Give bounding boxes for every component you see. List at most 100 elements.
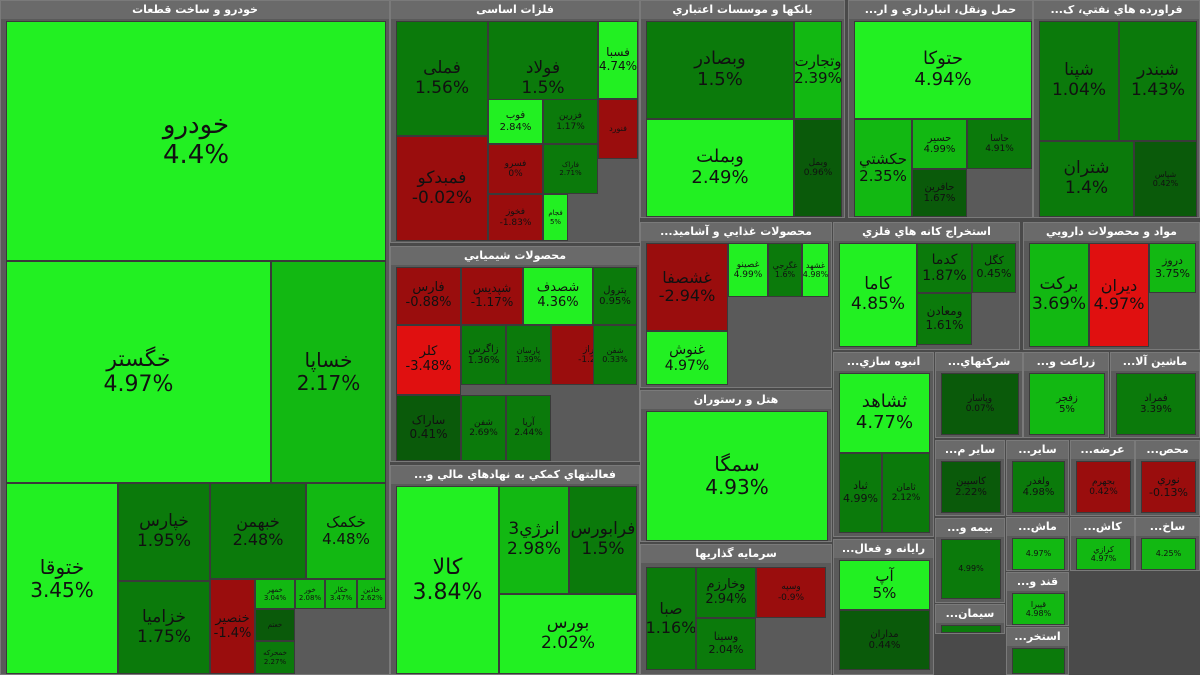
stock-tile[interactable]: فسبا 4.74% xyxy=(598,21,638,99)
sector-12[interactable]: انبوه سازي... ثشاهد 4.77% ثباد 4.99% ثامان 2.1… xyxy=(833,352,934,537)
stock-tile[interactable]: خزامیا 1.75% xyxy=(118,581,210,674)
stock-tile[interactable]: وبمل 0.96% xyxy=(794,119,842,217)
stock-tile[interactable]: خودرو 4.4% xyxy=(6,21,386,261)
sector-19[interactable]: عرضه... بجهرم 0.42% xyxy=(1070,440,1135,516)
sector-11[interactable]: مواد و محصولات دارويي برکت 3.69% ديران 4.97%… xyxy=(1023,222,1200,350)
stock-tile[interactable]: ثشاهد 4.77% xyxy=(839,373,930,453)
stock-tile[interactable]: ديران 4.97% xyxy=(1089,243,1149,347)
stock-tile[interactable]: کالا 3.84% xyxy=(396,486,499,674)
stock-tile[interactable]: 4.25% xyxy=(1141,538,1196,570)
stock-tile[interactable]: فزرین 1.17% xyxy=(543,99,598,144)
sector-18[interactable]: ساير... ولغدر 4.98% xyxy=(1006,440,1069,516)
stock-tile[interactable]: فوب 2.84% xyxy=(488,99,543,144)
stock-tile[interactable]: کلر -3.48% xyxy=(396,325,461,395)
sector-14[interactable]: شرکتهاي... وپاسار 0.07% xyxy=(935,352,1023,438)
sector-16[interactable]: ماشين آلا... فمراد 3.39% xyxy=(1110,352,1200,438)
stock-tile[interactable]: کگل 0.45% xyxy=(972,243,1016,293)
stock-tile[interactable]: فخوز -1.83% xyxy=(488,194,543,241)
stock-tile[interactable]: پترول 0.95% xyxy=(593,267,637,325)
stock-tile[interactable]: وسپه -0.9% xyxy=(756,567,826,618)
stock-tile[interactable]: وپاسار 0.07% xyxy=(941,373,1019,435)
stock-tile[interactable]: برکت 3.69% xyxy=(1029,243,1089,347)
stock-tile[interactable]: ختوقا 3.45% xyxy=(6,483,118,674)
stock-tile[interactable]: وبصادر 1.5% xyxy=(646,21,794,119)
sector-15[interactable]: زراعت و... زفجر 5% xyxy=(1023,352,1109,438)
stock-tile[interactable]: غگرجي 1.6% xyxy=(768,243,802,297)
stock-tile[interactable]: انرژي3 2.98% xyxy=(499,486,569,594)
sector-6[interactable]: فعالیتهاي کمکي به نهادهاي مالي و... کالا 3… xyxy=(390,465,640,675)
stock-tile[interactable]: فمبدکو -0.02% xyxy=(396,136,488,241)
stock-tile[interactable]: بورس 2.02% xyxy=(499,594,637,674)
stock-tile[interactable]: حافرين 1.67% xyxy=(912,169,967,217)
stock-tile[interactable]: وتجارت 2.39% xyxy=(794,21,842,119)
sector-23[interactable]: ساخ... 4.25% xyxy=(1135,517,1200,571)
sector-13[interactable]: رايانه و فعال... آپ 5% مداران 0.44% xyxy=(833,539,934,675)
stock-tile[interactable]: کرازي 4.97% xyxy=(1076,538,1131,570)
stock-tile[interactable]: شپاس 0.42% xyxy=(1134,141,1197,217)
sector-25[interactable]: قند و... قپيرا 4.98% xyxy=(1006,572,1069,626)
stock-tile[interactable]: غنوش 4.97% xyxy=(646,331,728,385)
sector-20[interactable]: محص... نوري -0.13% xyxy=(1135,440,1200,516)
stock-tile[interactable]: فسرو 0% xyxy=(488,144,543,194)
stock-tile[interactable]: خاذین 2.62% xyxy=(357,579,386,609)
sector-24[interactable]: بيمه و... 4.99% xyxy=(935,518,1005,603)
stock-tile[interactable]: خکمک 4.48% xyxy=(306,483,386,579)
stock-tile[interactable]: قپيرا 4.98% xyxy=(1012,593,1065,625)
stock-tile[interactable]: فرابورس 1.5% xyxy=(569,486,637,594)
stock-tile[interactable]: شبندر 1.43% xyxy=(1119,21,1197,141)
stock-tile[interactable]: زاگرس 1.36% xyxy=(461,325,506,385)
stock-tile[interactable]: وسينا 2.04% xyxy=(696,618,756,670)
sector-10[interactable]: استخراج کانه هاي فلزي کاما 4.85% کدما 1.87% ک… xyxy=(833,222,1020,350)
stock-tile[interactable]: خمحرکه 2.27% xyxy=(255,641,295,674)
stock-tile[interactable]: شپديس -1.17% xyxy=(461,267,523,325)
stock-tile[interactable]: نوري -0.13% xyxy=(1141,461,1196,513)
stock-tile[interactable]: سمگا 4.93% xyxy=(646,411,828,541)
stock-tile[interactable]: آریا 2.44% xyxy=(506,395,551,461)
sector-1[interactable]: فلزات اساسی فملی 1.56% فولاد 1.5% فسبا 4.74% فو… xyxy=(390,0,640,243)
sector-9[interactable]: سرمایه گذاریها صبا 1.16% وخارزم 2.94% وسپه -0.… xyxy=(640,544,832,675)
sector-26[interactable]: سیمان... xyxy=(935,604,1005,634)
stock-tile[interactable] xyxy=(941,625,1001,633)
stock-tile[interactable]: صبا 1.16% xyxy=(646,567,696,670)
stock-tile[interactable]: کاسپين 2.22% xyxy=(941,461,1001,513)
stock-tile[interactable]: 4.97% xyxy=(1012,538,1065,570)
stock-tile[interactable]: ساراک 0.41% xyxy=(396,395,461,461)
stock-tile[interactable]: شفن 2.69% xyxy=(461,395,506,461)
stock-tile[interactable]: فمراد 3.39% xyxy=(1116,373,1196,435)
sector-5[interactable]: محصولات شیمیایي فارس -0.88% شپديس -1.17% شصدف… xyxy=(390,246,640,462)
stock-tile[interactable]: حسير 4.99% xyxy=(912,119,967,169)
stock-tile[interactable]: 4.99% xyxy=(941,539,1001,599)
sector-27[interactable]: استخر... xyxy=(1006,627,1069,675)
stock-tile[interactable]: خساپا 2.17% xyxy=(271,261,386,483)
stock-tile[interactable]: غصينو 4.99% xyxy=(728,243,768,297)
stock-tile[interactable]: ومعادن 1.61% xyxy=(917,293,972,345)
stock-tile[interactable]: ولغدر 4.98% xyxy=(1012,461,1065,513)
stock-tile[interactable]: فملی 1.56% xyxy=(396,21,488,136)
stock-tile[interactable]: بجهرم 0.42% xyxy=(1076,461,1131,513)
stock-tile[interactable]: خگستر 4.97% xyxy=(6,261,271,483)
stock-tile[interactable]: خعتم xyxy=(255,609,295,641)
sector-8[interactable]: هتل و رستوران سمگا 4.93% xyxy=(640,390,832,542)
stock-tile[interactable]: حتوکا 4.94% xyxy=(854,21,1032,119)
sector-7[interactable]: محصولات غذايي و آشاميد... غشصفا -2.94% غصين… xyxy=(640,222,832,388)
stock-tile[interactable]: شفن 0.33% xyxy=(593,325,637,385)
stock-tile[interactable]: کدما 1.87% xyxy=(917,243,972,293)
stock-tile[interactable] xyxy=(1012,648,1065,674)
sector-3[interactable]: حمل ونقل، انبارداري و ار... حتوکا 4.94% حکش… xyxy=(848,0,1033,218)
stock-tile[interactable]: ثباد 4.99% xyxy=(839,453,882,533)
stock-tile[interactable]: وبملت 2.49% xyxy=(646,119,794,217)
stock-tile[interactable]: زفجر 5% xyxy=(1029,373,1105,435)
sector-2[interactable]: بانکها و موسسات اعتباري وبصادر 1.5% وتجارت 2… xyxy=(640,0,845,218)
stock-tile[interactable]: کاما 4.85% xyxy=(839,243,917,347)
stock-tile[interactable]: شصدف 4.36% xyxy=(523,267,593,325)
stock-tile[interactable]: مداران 0.44% xyxy=(839,610,930,670)
stock-tile[interactable]: آپ 5% xyxy=(839,560,930,610)
sector-22[interactable]: کاش... کرازي 4.97% xyxy=(1070,517,1135,571)
stock-tile[interactable]: حکشتي 2.35% xyxy=(854,119,912,217)
stock-tile[interactable]: دروز 3.75% xyxy=(1149,243,1196,293)
stock-tile[interactable]: ثامان 2.12% xyxy=(882,453,930,533)
stock-tile[interactable]: فاراک 2.71% xyxy=(543,144,598,194)
stock-tile[interactable]: خنصیر -1.4% xyxy=(210,579,255,674)
stock-tile[interactable]: شتران 1.4% xyxy=(1039,141,1134,217)
stock-tile[interactable]: فنورد xyxy=(598,99,638,159)
